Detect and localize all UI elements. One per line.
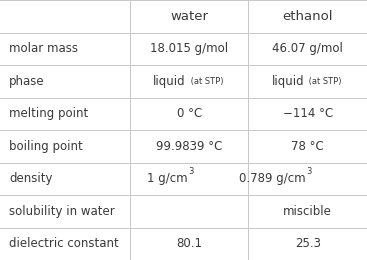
Text: (at STP): (at STP) (306, 77, 341, 86)
Text: −114 °C: −114 °C (283, 107, 333, 120)
Text: boiling point: boiling point (9, 140, 83, 153)
Text: 0.789 g/cm: 0.789 g/cm (239, 172, 306, 185)
Text: 99.9839 °C: 99.9839 °C (156, 140, 222, 153)
Text: liquid: liquid (153, 75, 186, 88)
Text: water: water (170, 10, 208, 23)
Text: 80.1: 80.1 (177, 237, 202, 250)
Text: 78 °C: 78 °C (291, 140, 324, 153)
Text: density: density (9, 172, 53, 185)
Text: 25.3: 25.3 (295, 237, 321, 250)
Text: melting point: melting point (9, 107, 88, 120)
Text: molar mass: molar mass (9, 42, 78, 55)
Text: 3: 3 (307, 167, 312, 176)
Text: phase: phase (9, 75, 45, 88)
Text: dielectric constant: dielectric constant (9, 237, 119, 250)
Text: 46.07 g/mol: 46.07 g/mol (272, 42, 343, 55)
Text: solubility in water: solubility in water (9, 205, 115, 218)
Text: 18.015 g/mol: 18.015 g/mol (150, 42, 228, 55)
Text: ethanol: ethanol (283, 10, 333, 23)
Text: 1 g/cm: 1 g/cm (147, 172, 188, 185)
Text: 0 °C: 0 °C (177, 107, 202, 120)
Text: miscible: miscible (283, 205, 332, 218)
Text: 3: 3 (188, 167, 194, 176)
Text: liquid: liquid (272, 75, 304, 88)
Text: (at STP): (at STP) (188, 77, 223, 86)
